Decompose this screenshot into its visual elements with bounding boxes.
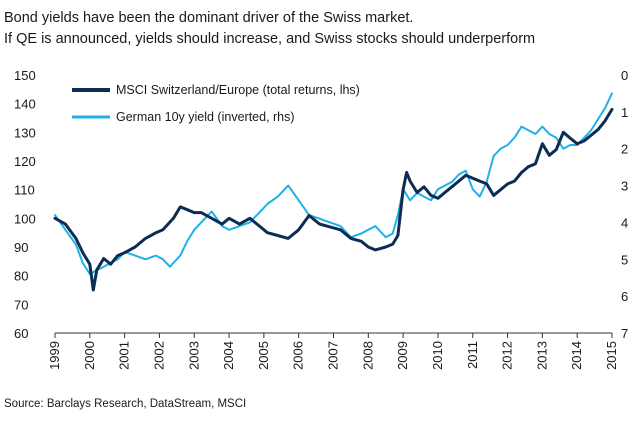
right-tick-label: 6 bbox=[621, 289, 628, 304]
left-tick-label: 90 bbox=[14, 240, 28, 255]
legend-label-bund-yield: German 10y yield (inverted, rhs) bbox=[116, 110, 295, 124]
left-tick-label: 100 bbox=[14, 211, 36, 226]
x-tick-label: 2007 bbox=[326, 341, 341, 370]
chart-title: Bond yields have been the dominant drive… bbox=[4, 8, 636, 50]
x-tick-label: 2014 bbox=[569, 341, 584, 370]
x-tick-label: 2001 bbox=[117, 341, 132, 370]
x-tick-label: 2004 bbox=[221, 341, 236, 370]
left-tick-label: 120 bbox=[14, 154, 36, 169]
left-tick-label: 130 bbox=[14, 125, 36, 140]
x-tick-label: 1999 bbox=[47, 341, 62, 370]
left-tick-label: 60 bbox=[14, 326, 28, 341]
right-tick-label: 1 bbox=[621, 105, 628, 120]
source-note: Source: Barclays Research, DataStream, M… bbox=[4, 398, 247, 410]
x-tick-label: 2000 bbox=[82, 341, 97, 370]
series-line-bund-yield bbox=[54, 92, 613, 275]
left-tick-label: 80 bbox=[14, 269, 28, 284]
x-tick-label: 2005 bbox=[256, 341, 271, 370]
legend-label-msci: MSCI Switzerland/Europe (total returns, … bbox=[116, 83, 360, 97]
left-tick-label: 70 bbox=[14, 297, 28, 312]
x-tick-label: 2012 bbox=[500, 341, 515, 370]
title-line-1: Bond yields have been the dominant drive… bbox=[4, 10, 414, 26]
x-tick-label: 2013 bbox=[534, 341, 549, 370]
x-tick-label: 2011 bbox=[465, 341, 480, 369]
x-tick-label: 2015 bbox=[604, 341, 619, 370]
x-tick-label: 2002 bbox=[151, 341, 166, 370]
right-tick-label: 0 bbox=[621, 68, 628, 83]
x-tick-label: 2006 bbox=[291, 341, 306, 370]
series-line-msci bbox=[53, 107, 614, 292]
right-tick-label: 2 bbox=[621, 142, 628, 157]
right-tick-label: 4 bbox=[621, 215, 628, 230]
x-tick-label: 2010 bbox=[430, 341, 445, 370]
x-tick-label: 2009 bbox=[395, 341, 410, 370]
x-tick-label: 2008 bbox=[360, 341, 375, 370]
left-tick-label: 110 bbox=[14, 183, 35, 198]
right-tick-label: 7 bbox=[621, 326, 628, 341]
left-tick-label: 140 bbox=[14, 97, 36, 112]
title-line-2: If QE is announced, yields should increa… bbox=[4, 31, 536, 47]
x-tick-label: 2003 bbox=[186, 341, 201, 370]
right-tick-label: 5 bbox=[621, 252, 628, 267]
left-tick-label: 150 bbox=[14, 68, 36, 83]
right-tick-label: 3 bbox=[621, 179, 628, 194]
